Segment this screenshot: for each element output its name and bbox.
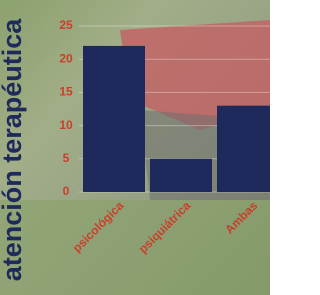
y-tick-label: 20 [59,51,73,65]
y-tick-label: 5 [63,151,70,165]
page: {"chart_data": {"type": "bar", "ylabel":… [0,0,320,295]
y-tick-label: 15 [59,85,73,99]
y-tick-label: 25 [59,18,73,32]
bar [217,106,270,192]
y-axis-label: atención terapéutica [0,18,27,282]
bar [150,159,212,192]
bar [83,46,145,192]
y-tick-label: 0 [63,184,70,198]
y-tick-label: 10 [59,118,73,132]
chart: atención terapéutica 0510152025psicológi… [0,0,270,295]
